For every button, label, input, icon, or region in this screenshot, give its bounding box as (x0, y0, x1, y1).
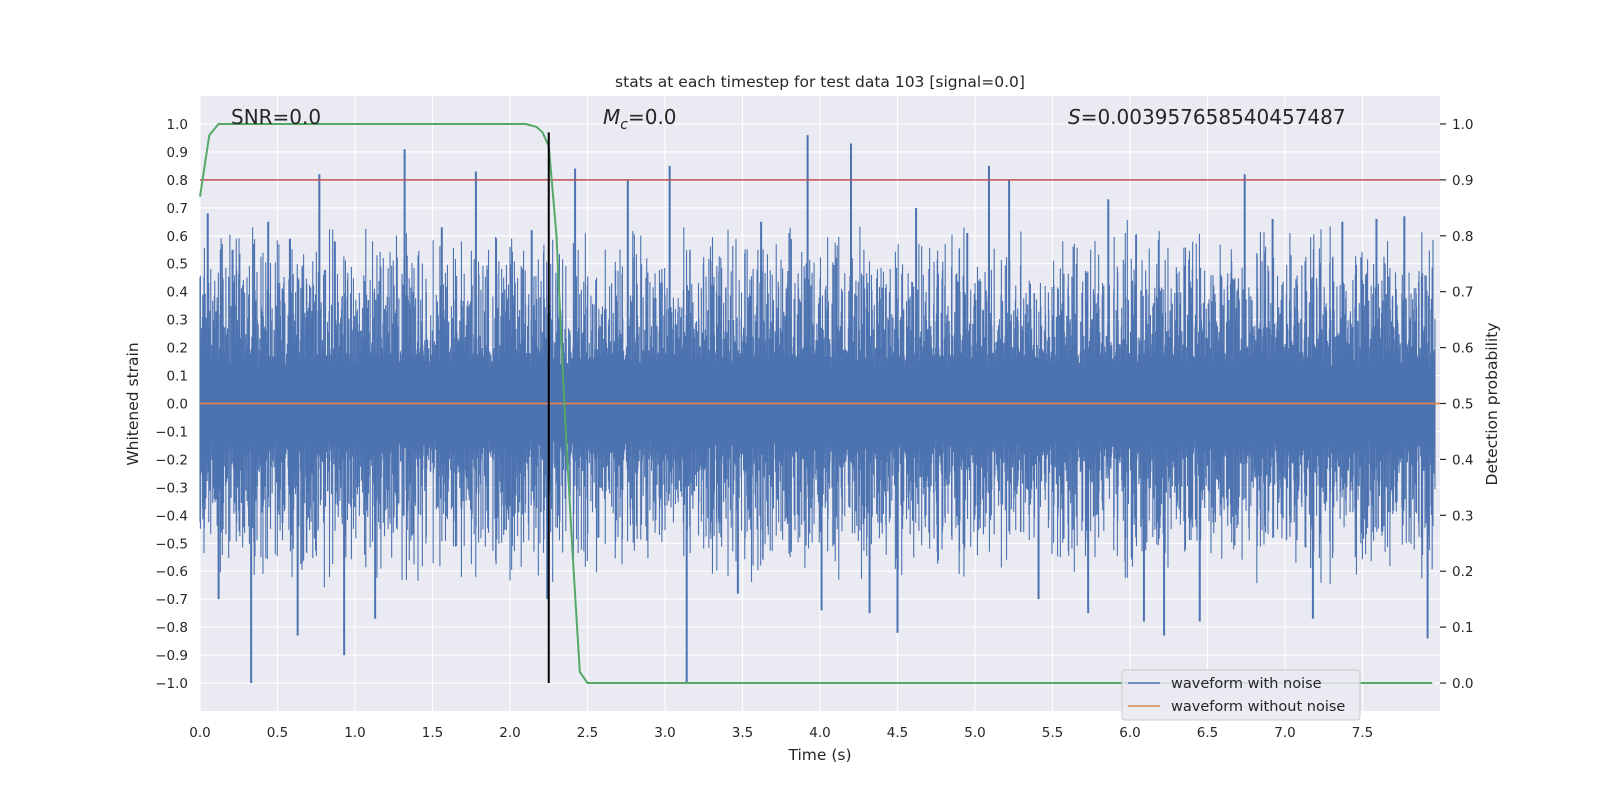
noise-trace (199, 220, 1436, 588)
chirp-mass-annotation: Mc=0.0 (603, 105, 677, 133)
y-tick-label: 0.2 (167, 341, 188, 357)
y-tick-label: −0.7 (155, 592, 188, 608)
legend-label-waveform-with-noise: waveform with noise (1171, 676, 1322, 692)
score-value: =0.003957658540457487 (1081, 105, 1346, 129)
y-tick-label: −0.3 (155, 480, 188, 496)
y2-axis-label: Detection probability (1483, 323, 1501, 486)
x-tick-label: 7.0 (1274, 725, 1295, 741)
y2-tick-label: 0.3 (1452, 508, 1473, 524)
y-tick-label: −1.0 (155, 676, 188, 692)
x-tick-label: 1.5 (422, 725, 443, 741)
y2-tick-label: 0.1 (1452, 620, 1473, 636)
chirp-mass-value: =0.0 (628, 105, 677, 129)
y2-tick-label: 0.6 (1452, 341, 1473, 357)
y-tick-label: 0.8 (167, 173, 188, 189)
x-tick-label: 4.5 (887, 725, 908, 741)
y2-tick-label: 0.8 (1452, 229, 1473, 245)
chart-title: stats at each timestep for test data 103… (615, 73, 1025, 91)
y-tick-label: −0.5 (155, 536, 188, 552)
x-tick-label: 7.5 (1352, 725, 1373, 741)
y2-tick-label: 0.7 (1452, 285, 1473, 301)
x-tick-label: 3.0 (654, 725, 675, 741)
legend: waveform with noise waveform without noi… (1121, 669, 1361, 721)
y-tick-label: −0.9 (155, 648, 188, 664)
y-tick-label: 0.0 (167, 397, 188, 413)
y-axis-label: Whitened strain (124, 342, 142, 465)
x-axis-ticks: 0.0 0.5 1.0 1.5 2.0 2.5 3.0 3.5 4.0 4.5 5.0 5.5 6.0 6… (189, 725, 1373, 741)
score-symbol: S (1068, 105, 1081, 129)
legend-label-waveform-without-noise: waveform without noise (1171, 699, 1345, 715)
x-tick-label: 6.0 (1119, 725, 1140, 741)
y2-tick-label: 1.0 (1452, 117, 1473, 133)
y2-tick-label: 0.2 (1452, 564, 1473, 580)
y-tick-label: 0.9 (167, 145, 188, 161)
y-tick-label: −0.6 (155, 564, 188, 580)
x-tick-label: 1.0 (344, 725, 365, 741)
y-tick-label: 0.3 (167, 313, 188, 329)
y-tick-label: 0.1 (167, 369, 188, 385)
y-tick-label: −0.8 (155, 620, 188, 636)
waveform-with-noise-series (199, 135, 1436, 684)
x-axis-label: Time (s) (787, 746, 851, 764)
x-tick-label: 0.0 (189, 725, 210, 741)
y-axis-ticks: −1.0 −0.9 −0.8 −0.7 −0.6 −0.5 −0.4 −0.3 −0.2 −0.1… (155, 117, 188, 692)
y2-tick-label: 0.5 (1452, 397, 1473, 413)
x-tick-label: 6.5 (1197, 725, 1218, 741)
y-tick-label: 1.0 (167, 117, 188, 133)
x-tick-label: 4.0 (809, 725, 830, 741)
y-tick-label: 0.7 (167, 201, 188, 217)
detection-probability-line (199, 123, 1433, 684)
y2-tick-label: 0.9 (1452, 173, 1473, 189)
score-annotation: S=0.003957658540457487 (1068, 105, 1346, 129)
y-tick-label: 0.6 (167, 229, 188, 245)
y-tick-label: 0.4 (167, 285, 188, 301)
chirp-mass-subscript: c (620, 117, 628, 133)
x-tick-label: 0.5 (267, 725, 288, 741)
y-tick-label: −0.2 (155, 452, 188, 468)
y2-tick-label: 0.4 (1452, 452, 1473, 468)
x-tick-label: 2.5 (577, 725, 598, 741)
y-tick-label: −0.1 (155, 424, 188, 440)
y2-axis-ticks: 0.0 0.1 0.2 0.3 0.4 0.5 0.6 0.7 0.8 0.9 1.0 (1440, 117, 1473, 692)
x-tick-label: 5.0 (964, 725, 985, 741)
chirp-mass-symbol: M (603, 105, 620, 129)
legend-box (1121, 669, 1361, 721)
x-tick-label: 5.5 (1042, 725, 1063, 741)
overlay-lines (199, 123, 1440, 684)
y2-tick-label: 0.0 (1452, 676, 1473, 692)
y-tick-label: −0.4 (155, 508, 188, 524)
x-tick-label: 3.5 (732, 725, 753, 741)
x-tick-label: 2.0 (499, 725, 520, 741)
y-tick-label: 0.5 (167, 257, 188, 273)
snr-annotation: SNR=0.0 (231, 105, 321, 129)
